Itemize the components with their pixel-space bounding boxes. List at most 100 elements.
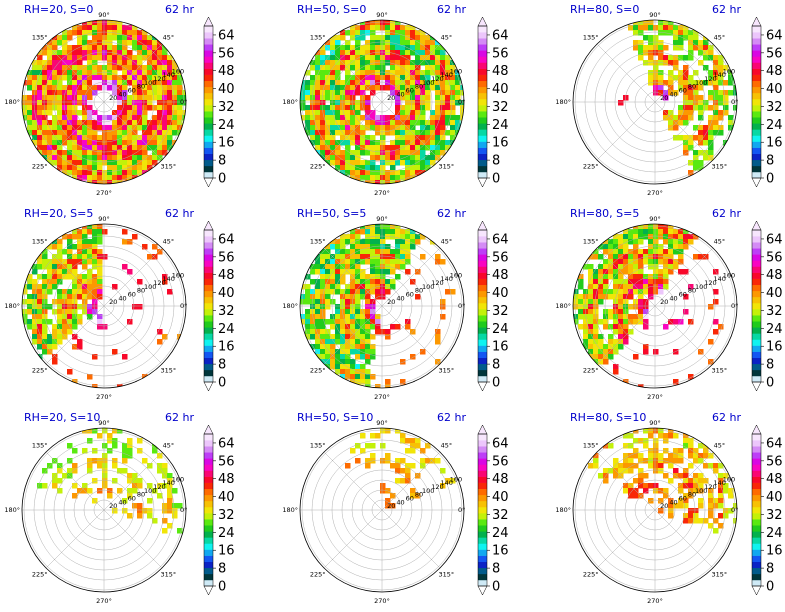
panel-time-label: 62 hr (437, 207, 466, 220)
colorbar-swatch (204, 159, 213, 167)
angle-tick-label: 0° (731, 506, 738, 514)
angle-tick-label: 90° (98, 215, 110, 223)
colorbar-swatch (752, 266, 761, 273)
colorbar-swatch (752, 135, 761, 142)
radius-tick-label: 80 (688, 491, 696, 499)
colorbar-swatch (204, 375, 213, 383)
colorbar-swatch (752, 38, 761, 45)
radius-tick-label: 20 (660, 94, 668, 102)
radius-tick-label: 20 (109, 94, 117, 102)
radius-tick-label: 100 (144, 79, 156, 87)
polar-grid (300, 20, 464, 184)
radius-tick-label: 140 (713, 479, 725, 487)
angle-tick-label: 135° (310, 442, 326, 450)
colorbar-swatch (752, 50, 761, 57)
colorbar-swatch (204, 315, 213, 322)
colorbar-swatch (752, 86, 761, 94)
colorbar-swatch (478, 506, 487, 514)
radius-tick-label: 100 (144, 487, 156, 495)
colorbar-swatch (478, 519, 487, 526)
polar-grid (22, 20, 186, 184)
colorbar-swatch (478, 74, 487, 82)
colorbar-swatch (478, 476, 487, 483)
polar-frame (299, 19, 465, 185)
polar-grid (573, 224, 737, 388)
angle-tick-label: 225° (32, 570, 48, 578)
colorbar-swatch (752, 230, 761, 237)
polar-panel: 20 40 60 8010012014016090°45°0°315°270°225°… (282, 3, 508, 197)
panel-title: RH=50, S=10 (297, 411, 373, 424)
colorbar-swatch (478, 230, 487, 237)
colorbar-swatch (204, 32, 213, 39)
colorbar-swatch (204, 260, 213, 267)
colorbar-swatch (752, 549, 761, 556)
colorbar-min-extend (751, 177, 762, 188)
colorbar-tick-label: 16 (492, 136, 509, 151)
colorbar-tick-label: 40 (218, 82, 235, 97)
angle-tick-label: 90° (376, 11, 388, 19)
colorbar-tick-label: 56 (218, 250, 235, 265)
angle-tick-label: 180° (555, 506, 571, 514)
colorbar-swatch (752, 555, 761, 562)
angle-tick-label: 90° (376, 419, 388, 427)
colorbar-swatch (204, 302, 213, 310)
radius-tick-label: 160 (450, 67, 462, 75)
colorbar-tick-label: 24 (218, 322, 235, 337)
colorbar-swatch (478, 579, 487, 587)
colorbar-tick-label: 16 (766, 544, 783, 559)
colorbar-tick-label: 40 (492, 286, 509, 301)
radius-tick-label: 120 (153, 483, 165, 491)
radius-tick-label: 100 (422, 79, 434, 87)
colorbar-tick-label: 0 (492, 580, 500, 595)
colorbar: 0 8 16 24 32 40 48 56 64 (751, 220, 783, 392)
colorbar-tick-label: 0 (766, 376, 774, 391)
colorbar-swatch (204, 519, 213, 526)
panel-title: RH=50, S=0 (297, 3, 366, 16)
colorbar: 0 8 16 24 32 40 48 56 64 (203, 424, 235, 596)
colorbar-swatch (478, 135, 487, 142)
colorbar-swatch (204, 482, 213, 490)
colorbar-swatch (752, 260, 761, 267)
colorbar-swatch (204, 494, 213, 502)
colorbar-swatch (478, 129, 487, 136)
colorbar: 0 8 16 24 32 40 48 56 64 (751, 424, 783, 596)
colorbar-swatch (204, 141, 213, 148)
colorbar-swatch (752, 290, 761, 298)
radius-tick-label: 40 (118, 90, 126, 98)
colorbar-swatch (478, 440, 487, 447)
colorbar-swatch (752, 579, 761, 587)
polar-grid (300, 428, 464, 592)
colorbar-swatch (478, 266, 487, 273)
colorbar-swatch (204, 369, 213, 377)
colorbar-swatch (478, 260, 487, 267)
colorbar-swatch (204, 573, 213, 581)
colorbar-tick-label: 40 (492, 490, 509, 505)
colorbar: 0 8 16 24 32 40 48 56 64 (477, 220, 509, 392)
colorbar-swatch (752, 62, 761, 69)
colorbar-frame (203, 229, 214, 383)
colorbar-swatch (204, 470, 213, 477)
colorbar-swatch (204, 254, 213, 261)
colorbar-tick-label: 56 (766, 250, 783, 265)
angle-tick-label: 270° (96, 597, 112, 605)
colorbar-swatch (478, 86, 487, 94)
angle-tick-label: 315° (161, 570, 177, 578)
colorbar-swatch (478, 290, 487, 298)
colorbar-tick-label: 16 (218, 544, 235, 559)
colorbar-swatch (752, 506, 761, 514)
radius-tick-label: 120 (431, 279, 443, 287)
colorbar-swatch (204, 147, 213, 154)
angle-tick-label: 180° (4, 302, 20, 310)
colorbar: 0 8 16 24 32 40 48 56 64 (477, 16, 509, 188)
colorbar-tick-label: 48 (492, 472, 509, 487)
colorbar-swatch (204, 50, 213, 57)
panel-title: RH=20, S=0 (24, 3, 93, 16)
colorbar-tick-label: 8 (218, 562, 226, 577)
colorbar-swatch (204, 555, 213, 562)
angle-tick-label: 135° (310, 34, 326, 42)
radius-tick-label: 80 (137, 287, 145, 295)
colorbar-swatch (752, 458, 761, 465)
angle-tick-label: 135° (583, 34, 599, 42)
angle-tick-label: 45° (441, 238, 453, 246)
polar-panel: 20 40 60 8010012014016090°45°0°315°270°225°… (282, 411, 508, 605)
